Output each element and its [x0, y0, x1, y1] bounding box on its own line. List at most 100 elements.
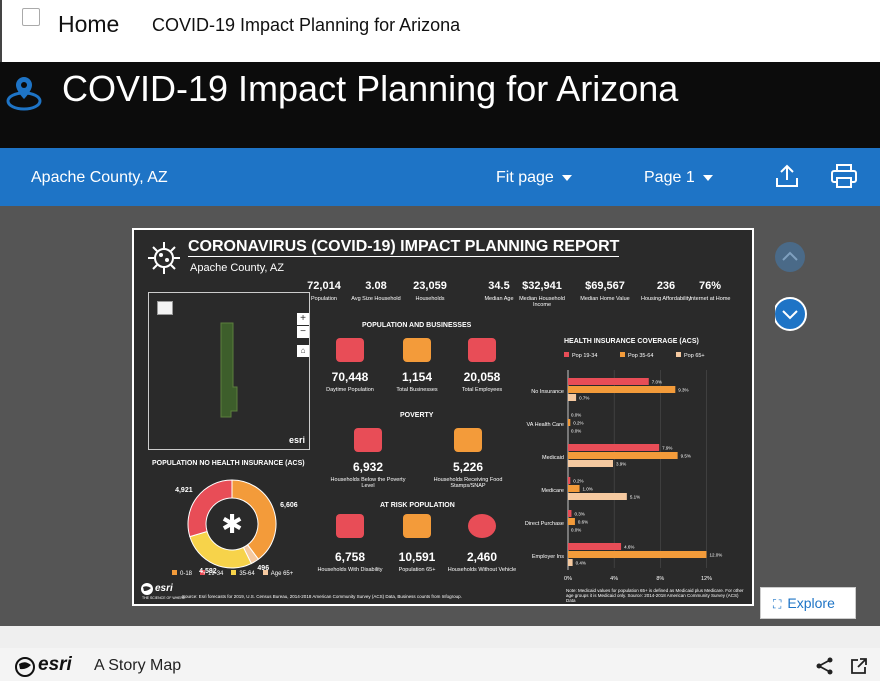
broken-image-icon [22, 8, 40, 26]
esri-logo-text: esri [155, 583, 173, 594]
stat-label: Median Household Income [519, 296, 565, 308]
stat-label: Households Below the Poverty Level [330, 477, 406, 489]
page-up-button[interactable] [775, 242, 805, 272]
donut-value-label: 4,921 [175, 486, 193, 494]
hbar-bar [568, 559, 573, 566]
explore-button[interactable]: ⛶ Explore [760, 587, 856, 619]
esri-globe-icon [15, 657, 35, 677]
report-page: CORONAVIRUS (COVID-19) IMPACT PLANNING R… [132, 228, 754, 606]
stat-block: 2,460 Households Without Vehicle [442, 550, 522, 573]
legend-item: 35-64 [231, 570, 255, 577]
hbar-bar [568, 444, 660, 451]
stat-value: $69,567 [585, 280, 625, 292]
share-upload-icon[interactable] [774, 163, 800, 189]
hbar-data-label: 0.3% [574, 512, 584, 517]
external-link-icon[interactable] [850, 657, 868, 675]
stat-block: 10,591 Population 65+ [377, 550, 457, 573]
people-icon [336, 338, 364, 362]
donut-heading: POPULATION NO HEALTH INSURANCE (ACS) [152, 460, 305, 467]
page-nav-buttons [775, 242, 807, 331]
donut-value-label: 496 [257, 565, 270, 573]
legend-item: 0-18 [172, 570, 192, 577]
footer: esri A Story Map [0, 626, 880, 681]
house-down-icon [354, 428, 382, 452]
share-icon[interactable] [815, 656, 835, 676]
stat-block: 70,448 Daytime Population [310, 370, 390, 393]
stat-item: 76% Internet at Home [681, 280, 739, 302]
county-shape [220, 322, 238, 418]
stat-block: 1,154 Total Businesses [377, 370, 457, 393]
hbar-data-label: 9.3% [678, 388, 688, 393]
stat-block: 6,758 Households With Disability [310, 550, 390, 573]
factory-icon [403, 338, 431, 362]
page-title: COVID-19 Impact Planning for Arizona [152, 15, 461, 35]
hbar-legend-swatch [564, 352, 569, 357]
stat-label: Population 65+ [398, 567, 436, 573]
expand-icon: ⛶ [773, 597, 782, 611]
hbar-bar [568, 477, 571, 484]
hbar-data-label: 12.0% [709, 553, 722, 558]
virus-icon [148, 242, 180, 274]
home-extent-icon[interactable]: ⌂ [297, 345, 309, 357]
hbar-category-label: Medicare [541, 488, 564, 494]
report-title: CORONAVIRUS (COVID-19) IMPACT PLANNING R… [188, 238, 620, 257]
poverty-heading: POVERTY [400, 412, 434, 419]
legend-swatch [172, 570, 177, 575]
zoom-out-button[interactable]: − [297, 326, 309, 338]
location-label: Apache County, AZ [31, 169, 168, 186]
home-link[interactable]: Home [58, 11, 120, 37]
stat-label: Households Receiving Food Stamps/SNAP [433, 477, 503, 489]
county-map[interactable]: + − ⌂ esri [148, 292, 310, 450]
stat-label: Households [415, 296, 445, 302]
stat-label: Housing Affordability [640, 296, 692, 302]
banner: COVID-19 Impact Planning for Arizona [0, 62, 880, 148]
hbar-category-label: Direct Purchase [525, 521, 564, 527]
page-down-button[interactable] [775, 297, 807, 331]
stat-value: 23,059 [413, 280, 447, 292]
esri-globe-icon [141, 583, 153, 595]
briefcase-icon [468, 338, 496, 362]
toolbar: Apache County, AZ Fit page Page 1 [0, 148, 880, 206]
legend-item: 19-34 [200, 570, 223, 577]
banner-title: COVID-19 Impact Planning for Arizona [62, 68, 679, 109]
hbar-xtick: 4% [610, 576, 618, 582]
hbar-legend-label: Pop 35-64 [628, 353, 653, 359]
hbar-chart: Pop 19-34 Pop 35-64 Pop 65+ 0% 4% 8% 12% No Ins… [525, 352, 722, 582]
hbar-bar [568, 394, 577, 401]
map-esri-attribution: esri [288, 435, 305, 445]
fit-page-label: Fit page [496, 169, 554, 186]
stat-value: 1,154 [401, 370, 433, 384]
stat-value: 72,014 [307, 280, 341, 292]
hbar-bar [568, 378, 649, 385]
no-vehicle-icon [468, 514, 496, 538]
zoom-in-button[interactable]: + [297, 313, 309, 325]
stat-item: 72,014 Population [295, 280, 353, 302]
report-subtitle: Apache County, AZ [190, 262, 284, 274]
print-icon[interactable] [830, 163, 858, 189]
hbar-bar [568, 460, 613, 467]
page-dropdown[interactable]: Page 1 [644, 169, 713, 187]
hbar-bar [568, 543, 622, 550]
hbar-data-label: 1.0% [583, 487, 593, 492]
hbar-data-label: 7.0% [652, 380, 662, 385]
at-risk-heading: AT RISK POPULATION [380, 502, 455, 509]
wallet-icon [454, 428, 482, 452]
disability-icon [336, 514, 364, 538]
medical-star-icon [207, 499, 257, 549]
hbar-bar [568, 419, 571, 426]
hbar-category-label: Employer Ins [532, 554, 564, 560]
legend-swatch [231, 570, 237, 575]
stat-label: Total Businesses [396, 387, 438, 393]
hbar-bar [568, 386, 676, 393]
hbar-data-label: 5.1% [630, 495, 640, 500]
legend-label: Age 65+ [270, 571, 294, 577]
pop-biz-heading: POPULATION AND BUSINESSES [362, 322, 472, 329]
top-bar: Home COVID-19 Impact Planning for Arizon… [0, 0, 880, 62]
fit-page-dropdown[interactable]: Fit page [496, 169, 572, 187]
legend-label: 35-64 [239, 571, 255, 577]
story-map-label: A Story Map [94, 657, 182, 674]
hbar-bar [568, 485, 580, 492]
stat-label: Internet at Home [689, 296, 731, 302]
hbar-data-label: 0.2% [573, 421, 583, 426]
hbar-legend-swatch [676, 352, 681, 357]
